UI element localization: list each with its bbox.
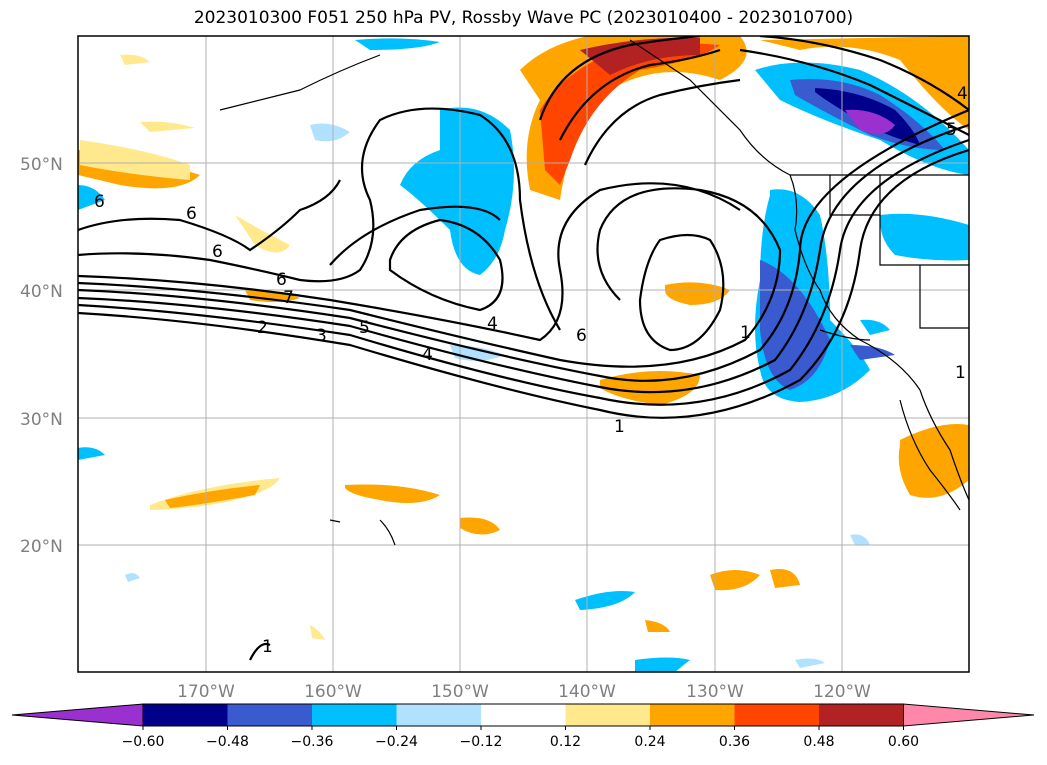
- colorbar-segment: [565, 704, 650, 726]
- contour-label: 6: [186, 204, 197, 224]
- contour-label: 1: [614, 417, 625, 437]
- contour-label: 7: [283, 288, 294, 308]
- colorbar-border: [142, 703, 904, 727]
- lon-label: 150°W: [431, 682, 489, 702]
- contour-label: 6: [576, 326, 587, 346]
- colorbar-tick-label: −0.36: [291, 734, 334, 750]
- colorbar-tick-label: 0.60: [888, 734, 919, 750]
- colorbar-segment: [143, 704, 228, 726]
- contour-label: 6: [94, 192, 105, 212]
- map-title: 2023010300 F051 250 hPa PV, Rossby Wave …: [193, 8, 854, 28]
- lat-label: 50°N: [20, 155, 63, 175]
- colorbar-tick-label: −0.24: [375, 734, 418, 750]
- contour-label: 5: [946, 120, 957, 140]
- colorbar-tick-label: −0.12: [460, 734, 503, 750]
- graticule: [78, 36, 969, 672]
- lat-label: 40°N: [20, 282, 63, 302]
- longitude-labels: 170°W 160°W 150°W 140°W 130°W 120°W: [177, 682, 871, 702]
- colorbar-tick-label: −0.48: [206, 734, 249, 750]
- colorbar: −0.60 −0.48 −0.36 −0.24 −0.12 0.12 0.24 0.36 0.4…: [11, 703, 1035, 750]
- colorbar-tick-label: −0.60: [122, 734, 165, 750]
- lon-label: 130°W: [686, 682, 744, 702]
- lon-label: 170°W: [177, 682, 235, 702]
- colorbar-tick-label: 0.24: [634, 734, 665, 750]
- lon-label: 140°W: [558, 682, 616, 702]
- contour-label: 4: [957, 84, 968, 104]
- colorbar-extend-min: [11, 703, 144, 727]
- contour-label: 6: [276, 270, 287, 290]
- contour-label: 4: [422, 345, 433, 365]
- lat-label: 30°N: [20, 410, 63, 430]
- contour-label: 1: [262, 637, 273, 657]
- latitude-labels: 50°N 40°N 30°N 20°N: [20, 155, 63, 557]
- colorbar-segment: [227, 704, 312, 726]
- colorbar-tick-label: 0.36: [719, 734, 750, 750]
- coastlines: [219, 39, 969, 546]
- colorbar-extend-max: [903, 703, 1035, 727]
- lon-label: 120°W: [813, 682, 871, 702]
- colorbar-segment: [650, 704, 735, 726]
- colorbar-tick-label: 0.48: [803, 734, 834, 750]
- contour-label: 3: [316, 326, 327, 346]
- contour-labels: 6 6 6 6 7 2 3 5 4 4 6 1 1 1 1 4 5: [94, 84, 968, 657]
- contour-label: 4: [487, 314, 498, 334]
- colorbar-segment: [396, 704, 481, 726]
- colorbar-segment: [734, 704, 819, 726]
- contour-label: 6: [212, 242, 223, 262]
- contour-label: 1: [740, 323, 751, 343]
- colorbar-segment: [312, 704, 397, 726]
- contour-label: 5: [359, 318, 370, 338]
- colorbar-segment: [481, 704, 566, 726]
- colorbar-segment: [819, 704, 904, 726]
- map-frame: [77, 35, 970, 673]
- pv-contours: [78, 36, 969, 661]
- colorbar-tick-label: 0.12: [550, 734, 581, 750]
- lon-label: 160°W: [304, 682, 362, 702]
- lat-label: 20°N: [20, 537, 63, 557]
- contour-label: 1: [955, 363, 966, 383]
- contour-label: 2: [257, 318, 268, 338]
